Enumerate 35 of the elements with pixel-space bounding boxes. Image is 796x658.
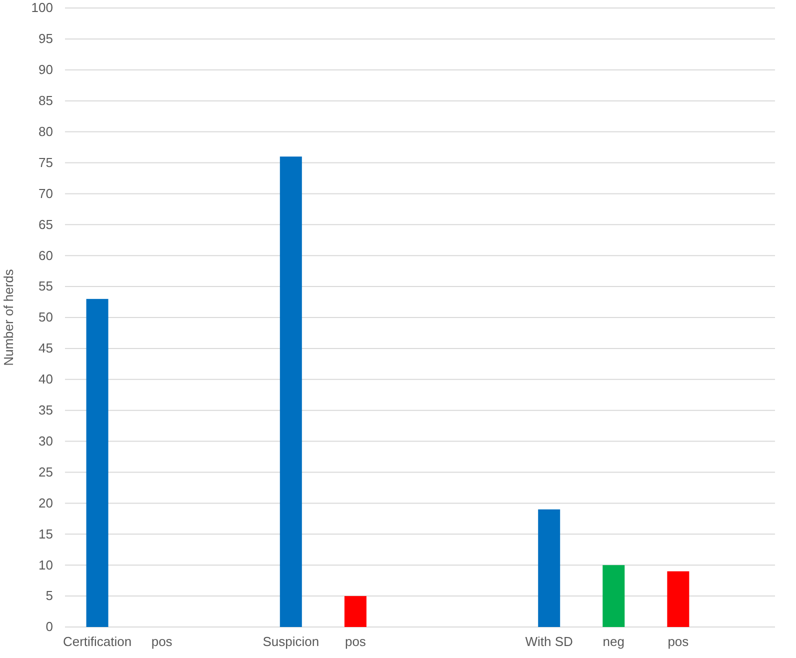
x-tick-label: neg: [602, 634, 624, 650]
x-tick-label: Certification: [62, 634, 132, 650]
x-tick-label: With SD: [525, 634, 573, 650]
y-tick-label: 25: [38, 464, 53, 480]
bar: [344, 596, 366, 627]
y-tick-label: 65: [38, 216, 53, 232]
y-tick-label: 100: [31, 0, 53, 16]
x-tick-label: Suspicion: [262, 634, 320, 650]
bar: [280, 156, 302, 627]
y-tick-label: 90: [38, 62, 53, 78]
bar: [667, 571, 690, 627]
y-tick-label: 70: [38, 186, 53, 201]
y-tick-label: 75: [38, 154, 53, 170]
y-tick-label: 35: [38, 402, 53, 418]
y-tick-label: 10: [38, 557, 53, 572]
y-tick-label: 80: [38, 124, 53, 139]
y-tick-label: 45: [38, 340, 53, 356]
y-tick-label: 15: [38, 526, 53, 542]
y-tick-label: 55: [38, 278, 53, 294]
bar: [86, 298, 108, 627]
y-tick-label: 20: [38, 495, 53, 510]
x-tick-label: pos: [151, 634, 173, 650]
y-tick-label: 30: [38, 433, 53, 448]
y-axis-title: Number of herds: [1, 268, 16, 366]
y-tick-label: 50: [38, 310, 53, 325]
y-tick-label: 85: [38, 93, 53, 108]
y-tick-label: 60: [38, 248, 53, 263]
x-tick-label: pos: [668, 634, 690, 650]
y-tick-label: 40: [38, 372, 53, 387]
y-tick-label: 0: [46, 619, 53, 634]
bar: [538, 509, 560, 627]
y-tick-label: 5: [46, 588, 53, 604]
x-tick-label: pos: [344, 634, 366, 650]
y-tick-label: 95: [38, 31, 53, 46]
bar: [602, 565, 625, 627]
